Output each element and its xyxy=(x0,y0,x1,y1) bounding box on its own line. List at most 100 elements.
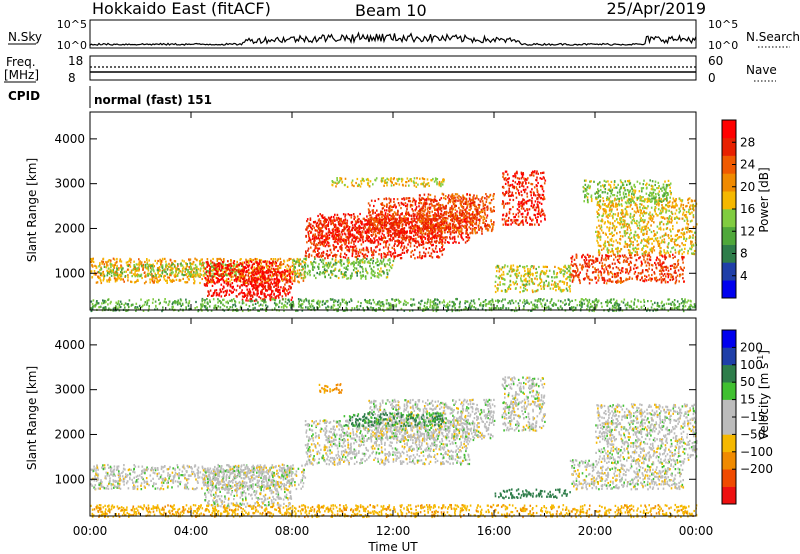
power-colorbar-seg-5 xyxy=(722,191,736,210)
power-colorbar-label: Power [dB] xyxy=(757,167,771,232)
freq-label: Freq. xyxy=(6,55,36,69)
velocity-colorbar-seg-7 xyxy=(722,364,736,383)
nsky-panel xyxy=(89,19,697,49)
velocity-colorbar-seg-8 xyxy=(722,347,736,366)
power-cb-label-2: 12 xyxy=(740,224,755,238)
velocity-colorbar: 200 100 50 15 −15 −50 −100 −200 xyxy=(721,329,773,505)
cpid-label: CPID xyxy=(8,89,40,103)
velocity-region-10 xyxy=(494,488,571,500)
velocity-heatmap xyxy=(90,376,698,519)
ytick-label-0-1: 2000 xyxy=(54,221,85,235)
freq-tick-top: 18 xyxy=(68,54,83,68)
nsky-trace xyxy=(89,31,697,46)
power-region-11 xyxy=(595,197,698,256)
freq-unit-label: [MHz] xyxy=(4,68,39,82)
power-colorbar-seg-4 xyxy=(722,209,736,228)
power-axes: 1000 2000 3000 4000 xyxy=(54,112,697,310)
power-region-13 xyxy=(90,297,696,313)
velocity-cb-label-6: −100 xyxy=(740,445,773,459)
freq-tick-bottom: 8 xyxy=(68,71,76,85)
power-colorbar-seg-0 xyxy=(722,280,736,299)
date-label: 25/Apr/2019 xyxy=(606,0,706,18)
power-colorbar-seg-1 xyxy=(722,262,736,281)
nave-tick-bottom: 0 xyxy=(708,71,716,85)
nsearch-label: N.Search xyxy=(746,30,800,44)
ytick-label-0-3: 4000 xyxy=(54,132,85,146)
power-cb-label-3: 16 xyxy=(740,202,755,216)
power-colorbar-seg-8 xyxy=(722,137,736,156)
power-colorbar-seg-3 xyxy=(722,226,736,245)
xtick-label-0: 00:00 xyxy=(73,524,108,538)
power-cb-label-4: 20 xyxy=(740,180,755,194)
freq-panel xyxy=(89,55,697,81)
velocity-region-6 xyxy=(595,403,698,462)
velocity-cb-label-5: −50 xyxy=(740,427,765,441)
power-colorbar-seg-2 xyxy=(722,244,736,263)
nave-label: Nave xyxy=(746,63,777,77)
power-colorbar-seg-6 xyxy=(722,173,736,192)
ytick-label-0-2: 3000 xyxy=(54,177,85,191)
nsky-label: N.Sky xyxy=(8,30,42,44)
power-cb-label-5: 24 xyxy=(740,158,755,172)
power-region-8 xyxy=(501,170,547,226)
velocity-axes: 00:00 04:00 08:00 12:00 16:00 20:00 00:00 1000 2… xyxy=(54,318,713,538)
velocity-cb-label-0: 200 xyxy=(740,340,763,354)
xtick-label-1: 04:00 xyxy=(174,524,209,538)
ytick-label-1-2: 3000 xyxy=(54,383,85,397)
power-ylabel: Slant Range [km] xyxy=(25,158,39,262)
velocity-colorbar-seg-5 xyxy=(722,399,736,418)
xtick-label-3: 12:00 xyxy=(376,524,411,538)
velocity-panel: 00:00 04:00 08:00 12:00 16:00 20:00 00:00 1000 2… xyxy=(54,317,713,538)
xtick-label-6: 00:00 xyxy=(679,524,714,538)
velocity-cb-label-3: 15 xyxy=(740,393,755,407)
velocity-cb-label-7: −200 xyxy=(740,462,773,476)
power-region-14 xyxy=(292,257,395,280)
power-cb-label-1: 8 xyxy=(740,247,748,261)
power-cb-label-0: 4 xyxy=(740,269,748,283)
nsky-tick-top: 10^5 xyxy=(57,18,87,31)
ytick-label-1-0: 1000 xyxy=(54,472,85,486)
velocity-colorbar-seg-4 xyxy=(722,417,736,435)
power-region-9 xyxy=(331,177,445,188)
velocity-region-7 xyxy=(343,412,444,428)
power-heatmap xyxy=(90,170,698,313)
velocity-region-5 xyxy=(569,459,685,491)
ytick-label-1-1: 2000 xyxy=(54,427,85,441)
power-region-3 xyxy=(241,268,294,302)
cpid-text: normal (fast) 151 xyxy=(94,93,212,107)
velocity-region-4 xyxy=(501,376,546,432)
nsearch-tick-bottom: 10^0 xyxy=(708,39,738,52)
power-colorbar: 4 8 12 16 20 24 28 xyxy=(721,119,755,299)
velocity-region-8 xyxy=(318,383,343,394)
xtick-label-5: 20:00 xyxy=(578,524,613,538)
nave-tick-top: 60 xyxy=(708,54,723,68)
velocity-colorbar-label: Velocity [m s-1] xyxy=(756,350,771,440)
station-title: Hokkaido East (fitACF) xyxy=(92,0,271,18)
nsearch-tick-top: 10^5 xyxy=(708,18,738,31)
velocity-colorbar-seg-0 xyxy=(722,486,736,505)
velocity-colorbar-seg-9 xyxy=(722,330,736,348)
velocity-colorbar-seg-2 xyxy=(722,451,736,470)
xtick-label-2: 08:00 xyxy=(275,524,310,538)
power-region-10 xyxy=(570,253,685,285)
velocity-cb-label-4: −15 xyxy=(740,410,765,424)
power-region-7 xyxy=(418,192,495,233)
power-colorbar-seg-7 xyxy=(722,155,736,174)
power-panel: 1000 2000 3000 4000 xyxy=(54,111,698,313)
power-cb-label-6: 28 xyxy=(740,135,755,149)
velocity-cb-label-2: 50 xyxy=(740,375,755,389)
power-region-12 xyxy=(582,179,672,204)
velocity-cb-label-1: 100 xyxy=(740,358,763,372)
nsky-tick-bottom: 10^0 xyxy=(57,39,87,52)
velocity-colorbar-seg-6 xyxy=(722,382,736,400)
velocity-colorbar-seg-3 xyxy=(722,434,736,453)
velocity-region-1 xyxy=(203,465,294,509)
xtick-label-4: 16:00 xyxy=(477,524,512,538)
velocity-ylabel: Slant Range [km] xyxy=(25,366,39,470)
velocity-colorbar-seg-1 xyxy=(722,469,736,487)
power-region-15 xyxy=(494,264,572,294)
ytick-label-0-0: 1000 xyxy=(54,266,85,280)
power-colorbar-seg-9 xyxy=(722,120,736,139)
beam-label: Beam 10 xyxy=(355,1,427,20)
